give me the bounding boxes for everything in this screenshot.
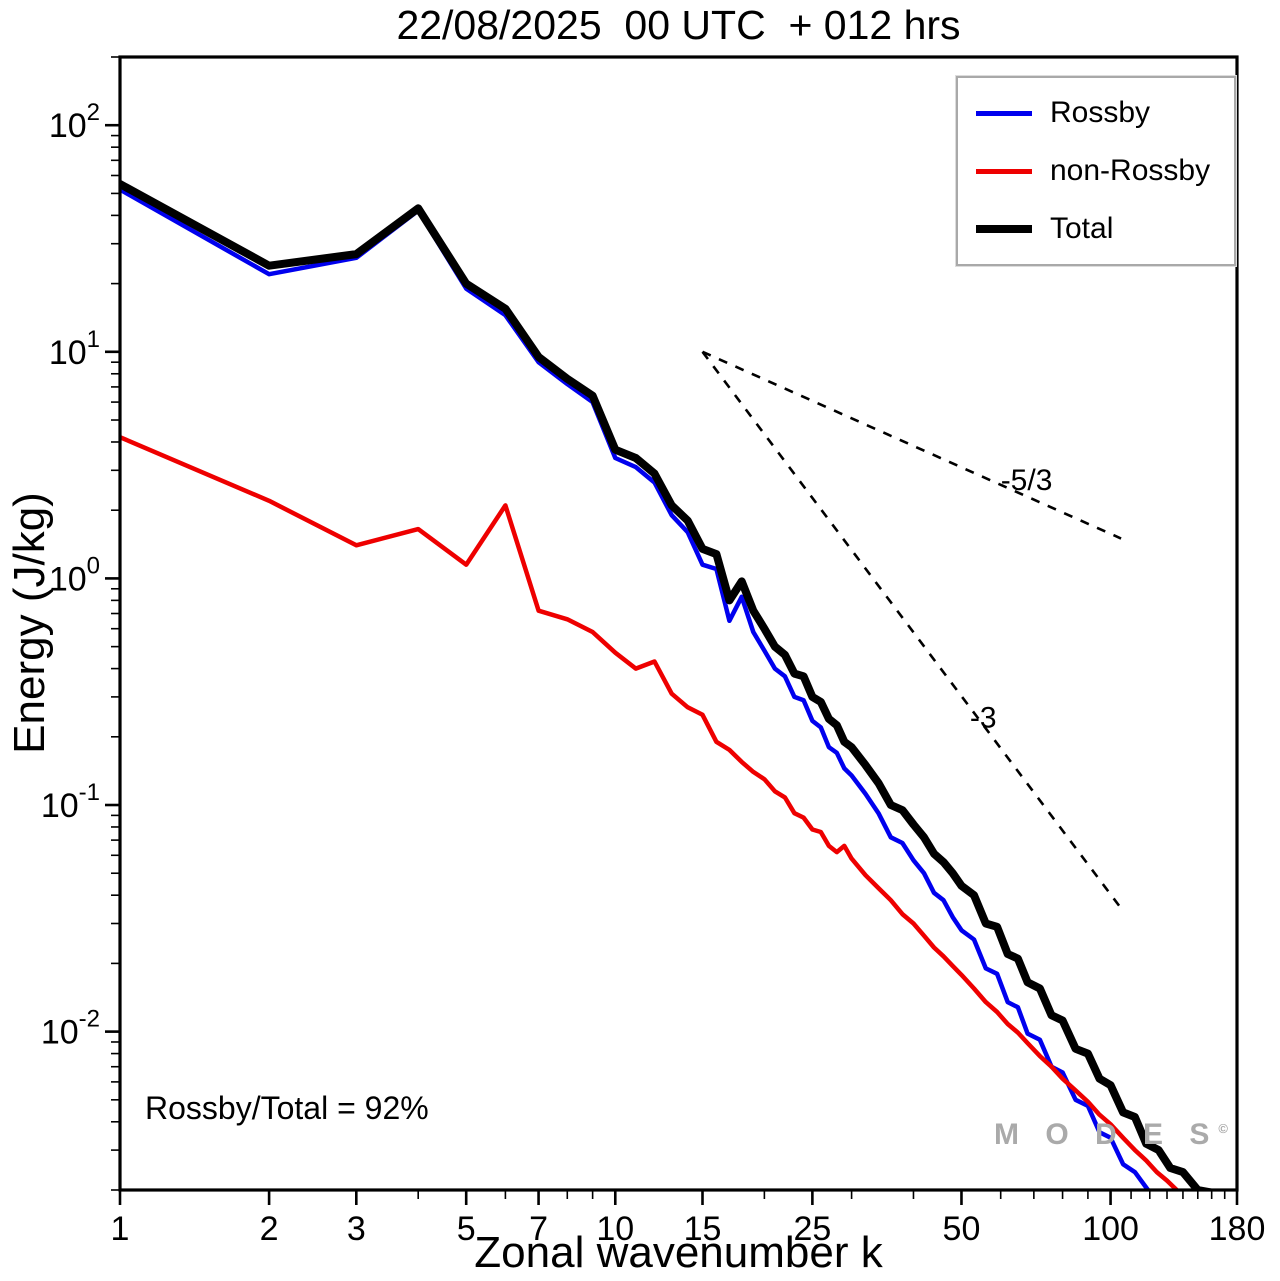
rossby-line: [120, 187, 1151, 1190]
slope-reference-label: -5/3: [1001, 464, 1053, 497]
legend-label-non-rossby: non-Rossby: [1050, 154, 1211, 187]
y-tick-label: 102: [49, 99, 100, 145]
modes-watermark-text: M O D E S: [994, 1118, 1219, 1151]
y-tick-label: 10-1: [41, 779, 100, 825]
slope-reference-line: [701, 350, 1122, 540]
y-tick-label: 101: [49, 326, 100, 372]
modes-watermark-copyright: ©: [1218, 1121, 1228, 1136]
rossby-line-swatch: [976, 110, 1032, 116]
legend: Rossby non-Rossby Total: [955, 75, 1237, 267]
non-rossby-line-swatch: [976, 168, 1032, 174]
plot-frame: [118, 55, 1239, 1192]
non-rossby-line: [120, 434, 1179, 1190]
y-axis-label: Energy (J/kg): [5, 492, 54, 754]
x-tick-label: 180: [1209, 1210, 1266, 1248]
legend-item-non-rossby: non-Rossby: [976, 156, 1216, 186]
x-tick-label: 15: [684, 1210, 722, 1248]
y-tick-label: 100: [49, 552, 100, 598]
x-tick-label: 7: [529, 1210, 548, 1248]
x-axis-label: Zonal wavenumber k: [474, 1228, 883, 1277]
x-tick-label: 50: [943, 1210, 981, 1248]
total-line-swatch: [976, 225, 1032, 233]
rossby-total-ratio-annotation: Rossby/Total = 92%: [145, 1090, 429, 1126]
y-tick-label: 10-2: [41, 1006, 100, 1052]
slope-reference-line: [701, 351, 1123, 910]
x-tick-label: 5: [457, 1210, 476, 1248]
x-tick-label: 3: [347, 1210, 366, 1248]
modes-watermark: M O D E S©: [994, 1118, 1228, 1152]
x-tick-label: 1: [111, 1210, 130, 1248]
legend-item-total: Total: [976, 214, 1216, 244]
legend-label-total: Total: [1050, 212, 1114, 245]
legend-label-rossby: Rossby: [1050, 96, 1151, 129]
total-line: [120, 180, 1215, 1190]
legend-item-rossby: Rossby: [976, 98, 1216, 128]
x-tick-label: 100: [1082, 1210, 1139, 1248]
x-tick-label: 25: [793, 1210, 831, 1248]
x-tick-label: 10: [596, 1210, 634, 1248]
x-tick-label: 2: [260, 1210, 279, 1248]
chart-title: 22/08/2025 00 UTC + 012 hrs: [396, 2, 961, 48]
slope-reference-label: -3: [970, 701, 997, 734]
